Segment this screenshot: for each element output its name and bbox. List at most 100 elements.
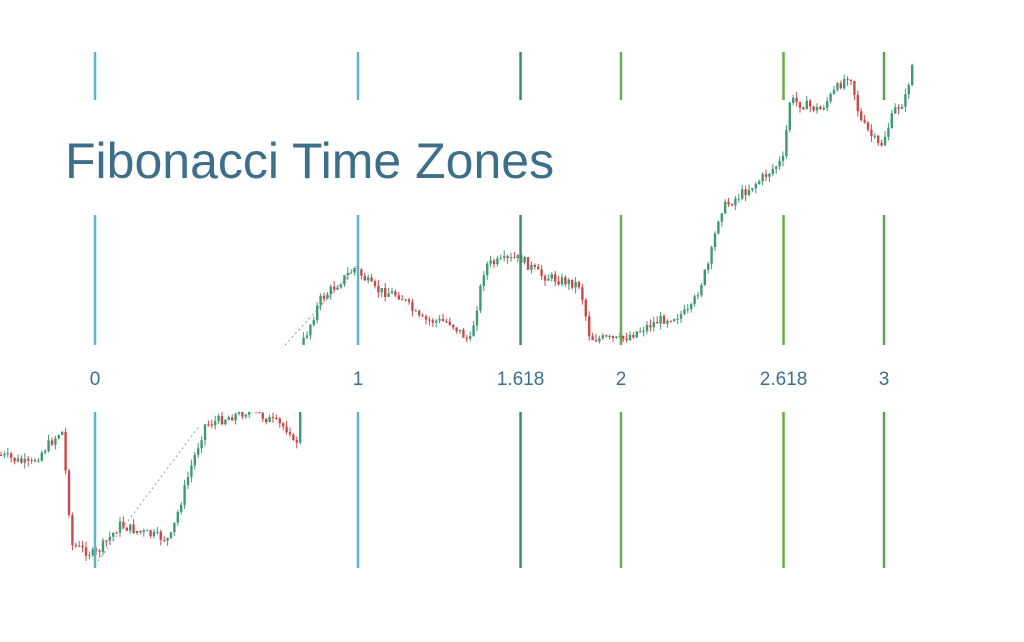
candle-body <box>271 417 275 419</box>
candle-body <box>741 189 744 199</box>
candle-body <box>724 201 727 214</box>
candle-body <box>401 299 404 301</box>
candle-body <box>200 440 203 449</box>
candle-body <box>537 266 540 270</box>
candle-body <box>84 547 88 556</box>
candle-body <box>778 160 781 167</box>
candle-body <box>717 221 720 234</box>
candle-body <box>115 532 118 534</box>
candle-body <box>384 288 387 297</box>
zone-label: 3 <box>879 369 890 390</box>
candle-body <box>169 532 173 538</box>
candle-body <box>421 315 424 317</box>
candle-body <box>907 84 910 95</box>
candle-body <box>411 301 414 311</box>
candle-body <box>628 335 632 341</box>
candle-body <box>380 288 383 293</box>
candle-body <box>771 168 774 174</box>
candle-body <box>730 204 734 206</box>
candle-body <box>645 325 649 332</box>
candle-body <box>747 190 751 196</box>
candle-body <box>547 278 550 281</box>
candle-body <box>98 550 101 552</box>
candle-body <box>3 453 6 456</box>
candle-body <box>295 440 298 443</box>
candle-body <box>373 281 377 286</box>
candle-body <box>186 476 190 486</box>
candle-body <box>329 286 332 295</box>
candle-body <box>625 338 628 341</box>
candle-body <box>591 336 594 341</box>
candle-body <box>662 315 666 324</box>
candle-body <box>101 540 105 552</box>
candle-body <box>526 257 530 270</box>
candle-body <box>292 434 295 441</box>
candle-body <box>679 314 683 319</box>
candle-body <box>676 318 679 320</box>
candle-body <box>639 331 642 333</box>
candle-body <box>826 101 829 108</box>
candle-body <box>122 521 125 528</box>
candle-body <box>781 155 785 161</box>
candle-body <box>125 527 128 531</box>
candle-body <box>152 531 156 537</box>
candle-body <box>108 536 111 541</box>
candle-body <box>802 107 805 110</box>
candle-body <box>404 299 407 301</box>
candle-body <box>577 282 581 288</box>
candle-body <box>258 410 261 414</box>
candle-body <box>231 417 234 421</box>
candle-body <box>649 325 652 328</box>
candle-body <box>234 413 237 421</box>
zone-label: 1 <box>353 369 364 390</box>
candle-body <box>656 322 659 324</box>
candle-body <box>180 504 183 513</box>
zone-label: 2.618 <box>760 369 808 390</box>
candle-body <box>877 135 880 143</box>
candle-body <box>479 285 482 311</box>
candle-body <box>669 320 672 322</box>
candle-body <box>346 273 349 276</box>
candle-body <box>839 83 842 89</box>
candle-body <box>560 277 564 285</box>
candle-body <box>785 129 788 156</box>
candle-body <box>241 410 244 417</box>
candle-body <box>363 275 366 281</box>
trend-line <box>284 264 359 346</box>
candle-body <box>584 299 587 317</box>
candle-body <box>163 539 166 541</box>
candle-body <box>183 485 186 505</box>
candle-body <box>210 424 213 426</box>
candle-body <box>836 83 839 90</box>
candle-body <box>288 432 292 435</box>
candle-body <box>142 530 145 532</box>
candle-body <box>23 458 26 463</box>
zone-label: 0 <box>90 369 101 390</box>
candle-body <box>67 470 71 516</box>
candle-body <box>465 337 468 339</box>
candle-body <box>622 335 625 339</box>
candle-body <box>30 460 33 462</box>
candle-body <box>866 122 870 130</box>
candle-body <box>764 174 768 177</box>
candle-body <box>615 336 618 338</box>
candle-body <box>686 308 689 310</box>
candle-body <box>336 287 339 290</box>
candle-body <box>880 142 883 146</box>
candle-body <box>441 318 445 322</box>
candle-body <box>795 97 798 102</box>
candle-body <box>540 269 543 277</box>
candle-body <box>390 291 394 294</box>
candle-body <box>353 267 356 273</box>
candle-body <box>798 101 802 108</box>
candle-body <box>156 531 159 533</box>
candle-body <box>173 522 176 533</box>
candle-body <box>265 418 268 423</box>
candle-body <box>897 107 900 109</box>
candle-body <box>237 410 241 414</box>
candle-body <box>788 102 791 130</box>
candle-body <box>312 320 315 325</box>
candle-body <box>642 331 645 333</box>
zone-label: 2 <box>616 369 627 390</box>
